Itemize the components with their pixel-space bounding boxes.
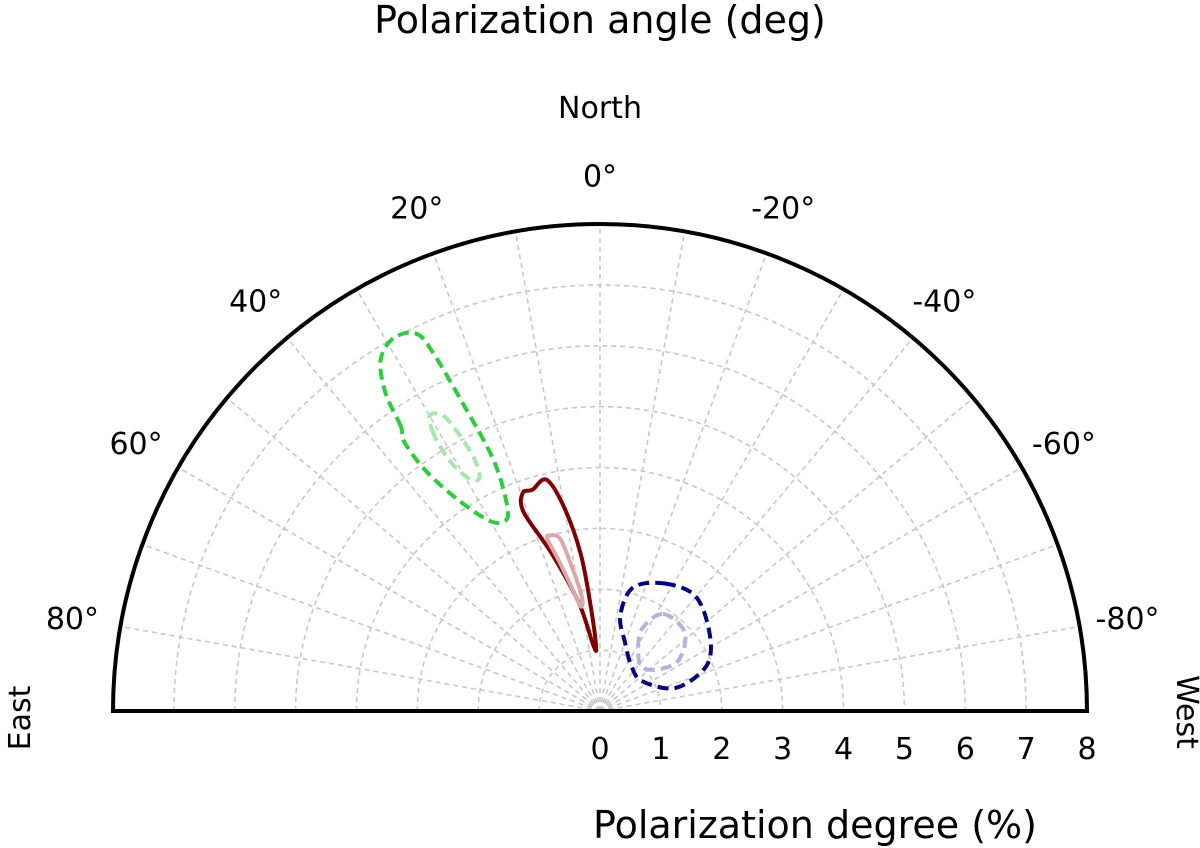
radial-grid-arc [294, 405, 906, 712]
angular-grid-spoke [599, 397, 974, 712]
chart-title: Polarization angle (deg) [374, 0, 826, 42]
angle-tick-label: 60° [109, 427, 162, 462]
contour [378, 330, 511, 526]
radial-tick-label: 1 [651, 732, 670, 767]
x-axis-label: Polarization degree (%) [593, 803, 1037, 847]
contour [636, 612, 688, 672]
angular-grid-spoke [599, 253, 768, 712]
angle-tick-label: -20° [751, 192, 815, 227]
radial-tick-label: 2 [712, 732, 731, 767]
angular-grid-spoke [286, 337, 601, 712]
radial-tick-label: 5 [895, 732, 914, 767]
contour [427, 411, 482, 483]
radial-tick-label: 6 [956, 732, 975, 767]
radial-grid-arc [538, 649, 662, 712]
radial-tick-label: 7 [1017, 732, 1036, 767]
angular-grid-spoke [599, 466, 1023, 712]
angular-grid-spoke [355, 288, 601, 712]
contours [378, 330, 713, 691]
angular-grid-spoke [599, 625, 1080, 712]
radial-tick-label: 4 [834, 732, 853, 767]
angular-grid-spoke [142, 543, 601, 712]
angle-tick-label: 20° [390, 192, 443, 227]
angular-grid-spoke [599, 543, 1058, 712]
angular-grid-spoke [120, 625, 601, 712]
angle-tick-label: -80° [1096, 602, 1160, 637]
west-label: West [1169, 675, 1200, 749]
angular-grid-spoke [177, 466, 601, 712]
angular-grid-spoke [226, 397, 601, 712]
radial-tick-label: 3 [773, 732, 792, 767]
angular-grid-spoke [599, 231, 686, 712]
contour [518, 477, 599, 653]
contour [618, 580, 713, 691]
angle-tick-label: 80° [46, 602, 99, 637]
contour [544, 533, 585, 609]
angular-grid-spoke [599, 337, 914, 712]
radial-tick-label: 8 [1077, 732, 1096, 767]
radial-grid-arc [233, 345, 967, 712]
radial-tick-label: 0 [590, 732, 609, 767]
angle-tick-label: -40° [912, 285, 976, 320]
east-label: East [3, 685, 38, 750]
grid [120, 224, 1080, 712]
angular-grid-spoke [599, 288, 845, 712]
tick-labels: 0 1 2 3 4 5 6 7 8 80° 60° 40° 20° 0° -20° -40° -60° -80° [46, 159, 1160, 767]
angular-grid-spoke [432, 253, 601, 712]
angle-tick-label: 40° [229, 285, 282, 320]
angle-tick-label: -60° [1032, 427, 1096, 462]
angular-grid-spoke [514, 231, 601, 712]
north-label: North [558, 91, 642, 126]
angle-tick-label: 0° [583, 159, 617, 194]
outer-boundary [110, 222, 1090, 713]
